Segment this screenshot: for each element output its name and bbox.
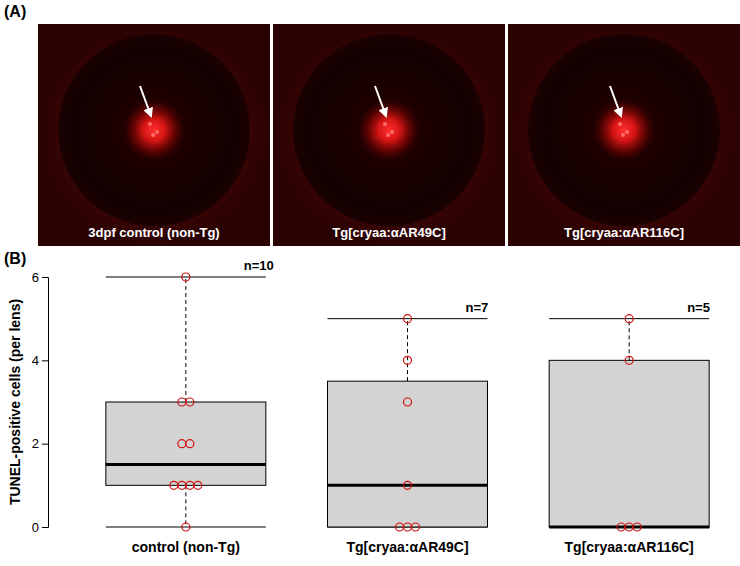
micrograph: 3dpf control (non-Tg)	[38, 24, 270, 246]
image-label: Tg[cryaa:αAR116C]	[564, 225, 684, 240]
data-point	[412, 523, 420, 531]
tunel-spot	[618, 122, 622, 126]
data-point	[194, 481, 202, 489]
n-label: n=5	[687, 300, 710, 315]
micrograph-background	[38, 24, 270, 246]
lens-nucleus-glow	[357, 98, 421, 162]
n-label: n=10	[244, 258, 274, 273]
arrow	[375, 86, 386, 116]
lens	[528, 34, 720, 226]
figure: (A) 3dpf control (non-Tg) Tg[cryaa:αAR49C]…	[0, 0, 740, 566]
panel-label: (A)	[4, 3, 26, 20]
data-point	[404, 398, 412, 406]
y-tick-mark	[42, 444, 48, 445]
tunel-spot	[151, 133, 155, 137]
lens	[293, 34, 485, 226]
whisker-cap-lower	[106, 527, 266, 528]
y-tick: 6	[32, 270, 48, 285]
lens-nucleus-glow	[592, 98, 656, 162]
figure-svg: (A) 3dpf control (non-Tg) Tg[cryaa:αAR49C]…	[0, 0, 740, 566]
micrograph: Tg[cryaa:αAR49C]	[273, 24, 505, 246]
y-tick-label: 6	[32, 270, 39, 285]
y-axis: 0 2 4 6	[32, 270, 49, 535]
data-point	[625, 315, 633, 323]
plot-area	[106, 273, 709, 531]
y-tick: 4	[32, 353, 48, 368]
n-label: n=7	[466, 300, 489, 315]
y-axis-line	[42, 278, 49, 528]
whisker-upper	[407, 319, 408, 382]
whisker-cap-upper	[549, 318, 709, 319]
micrograph-background	[273, 24, 505, 246]
image-label: 3dpf control (non-Tg)	[88, 225, 219, 240]
box-body	[106, 402, 266, 485]
image-label: Tg[cryaa:αAR49C]	[332, 225, 445, 240]
data-point	[186, 398, 194, 406]
y-tick-label: 2	[32, 436, 39, 451]
data-point	[404, 481, 412, 489]
data-point	[178, 440, 186, 448]
median-line	[328, 484, 488, 487]
tunel-spot	[148, 122, 152, 126]
whisker-cap-lower	[549, 527, 709, 528]
y-tick-label: 0	[32, 520, 39, 535]
data-point	[186, 481, 194, 489]
y-tick-mark	[42, 527, 48, 528]
whisker-upper	[629, 319, 630, 361]
box	[549, 319, 709, 527]
x-tick-label: Tg[cryaa:αAR49C]	[346, 539, 468, 555]
data-point	[617, 523, 625, 531]
tunel-spot	[390, 130, 394, 134]
tunel-spot	[386, 133, 390, 137]
y-tick-mark	[42, 277, 48, 278]
data-point	[625, 356, 633, 364]
x-tick-label: control (non-Tg)	[132, 539, 240, 555]
tunel-spot	[625, 130, 629, 134]
y-axis-title: TUNEL-positive cells (per lens)	[7, 299, 23, 505]
lens	[58, 34, 250, 226]
data-point	[170, 481, 178, 489]
median-line	[106, 463, 266, 466]
y-tick-mark	[42, 360, 48, 361]
data-point	[186, 440, 194, 448]
data-point	[396, 523, 404, 531]
tunel-spot	[383, 122, 387, 126]
data-point	[404, 523, 412, 531]
data-point	[182, 523, 190, 531]
whisker-upper	[185, 277, 186, 402]
data-point	[633, 523, 641, 531]
data-point	[625, 523, 633, 531]
box	[328, 319, 488, 527]
y-tick-label: 4	[32, 353, 39, 368]
micrograph-background	[508, 24, 740, 246]
micrograph: Tg[cryaa:αAR116C]	[508, 24, 740, 246]
box	[106, 277, 266, 527]
tunel-spot	[155, 130, 159, 134]
y-tick: 2	[32, 436, 48, 451]
arrow	[610, 86, 621, 116]
data-point	[182, 273, 190, 281]
data-point	[178, 398, 186, 406]
data-point	[404, 315, 412, 323]
x-tick-label: Tg[cryaa:αAR116C]	[565, 539, 694, 555]
arrow	[140, 86, 151, 116]
whisker-lower	[185, 485, 186, 527]
median-line	[549, 526, 709, 529]
data-point	[178, 481, 186, 489]
box-body	[328, 381, 488, 527]
tunel-spot	[621, 133, 625, 137]
whisker-cap-upper	[106, 277, 266, 278]
box-body	[549, 360, 709, 527]
lens-nucleus-glow	[122, 98, 186, 162]
panel-label: (B)	[4, 250, 26, 267]
y-tick: 0	[32, 520, 48, 535]
whisker-cap-upper	[328, 318, 488, 319]
data-point	[404, 356, 412, 364]
